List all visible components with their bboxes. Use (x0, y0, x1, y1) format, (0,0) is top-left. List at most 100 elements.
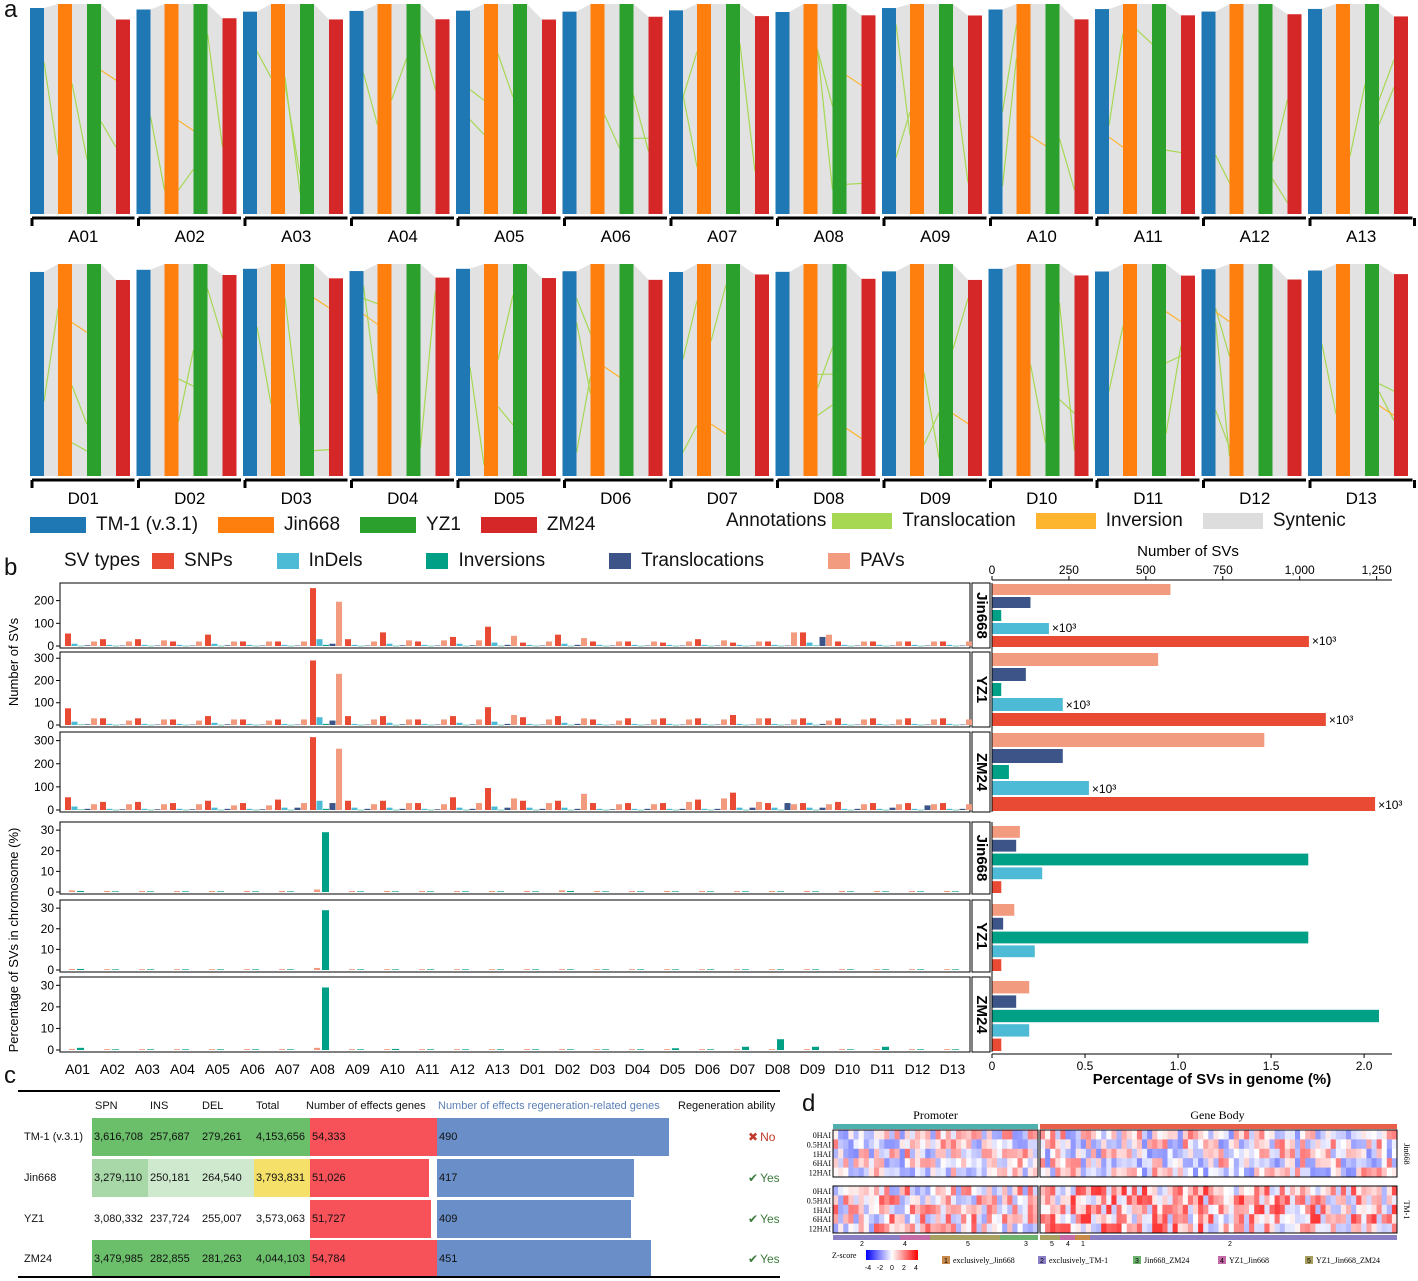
heatmap-cell (1330, 1167, 1337, 1178)
heatmap-cell (971, 1139, 977, 1150)
syntenic-region (633, 264, 649, 476)
bar-snps (905, 718, 911, 725)
bar-others (69, 1048, 75, 1050)
heatmap-cell (904, 1130, 911, 1140)
heatmap-cell (925, 1195, 931, 1206)
heatmap-cell (1381, 1204, 1388, 1215)
bar-others (244, 969, 250, 970)
bar-inversions (78, 724, 84, 726)
promoter-bar (833, 1124, 1038, 1129)
bar-indels (421, 723, 428, 725)
heatmap-cell (1264, 1158, 1270, 1168)
heatmap-cell (894, 1167, 900, 1178)
heatmap-cell (1223, 1204, 1229, 1215)
annotation-legend: Annotations Translocation Inversion Synteni… (726, 510, 1366, 532)
legend-label: ZM24 (546, 514, 596, 535)
heatmap-cell (1315, 1186, 1321, 1196)
syntenic-region (470, 264, 484, 476)
heatmap-cell (1142, 1204, 1148, 1215)
heatmap-cell (1070, 1158, 1076, 1168)
heatmap-cell (1002, 1214, 1008, 1224)
heatmap-cell (1147, 1148, 1153, 1159)
heatmap-cell (935, 1223, 941, 1234)
heatmap-cell (1065, 1214, 1071, 1224)
heatmap-cell (1279, 1186, 1286, 1196)
heatmap-cell (853, 1148, 859, 1159)
chromosome-bar (329, 278, 343, 476)
bar-pavs (826, 804, 832, 810)
heatmap-cell (1050, 1130, 1056, 1140)
heatmap-cell (1254, 1167, 1260, 1178)
panel-label-a: a (4, 0, 18, 23)
hbar-snps (992, 636, 1309, 647)
y-tick-label: 0 (47, 639, 54, 653)
heatmap-cell (1238, 1167, 1245, 1178)
y-tick-label: 10 (41, 942, 55, 956)
hbar-translocations (992, 917, 1004, 930)
heatmap-cell (997, 1186, 1003, 1196)
heatmap-cell (1295, 1186, 1301, 1196)
chromosome-bar (1394, 16, 1408, 214)
bar-pavs (651, 641, 657, 646)
chromosome-bar (1095, 271, 1109, 476)
bar-snps (800, 803, 806, 810)
heatmap-cell (1284, 1148, 1291, 1159)
bar-pavs (931, 719, 937, 725)
chromosome-bar (222, 274, 237, 476)
bar-inversions (357, 969, 364, 970)
heatmap-cell (956, 1195, 962, 1206)
bar-snps (100, 639, 106, 646)
bar-pavs (371, 804, 377, 810)
x-tick-label: D10 (835, 1061, 861, 1077)
heatmap-cell (1022, 1158, 1029, 1168)
heatmap-cell (1182, 1195, 1189, 1206)
bar-pavs (616, 641, 622, 646)
inversion-line (313, 297, 330, 309)
heatmap-cell (899, 1139, 906, 1150)
heatmap-cell (1238, 1223, 1245, 1234)
y-tick-label: 0 (47, 885, 54, 899)
heatmap-cell (925, 1214, 931, 1224)
heatmap-cell (981, 1148, 988, 1159)
bar-pavs (791, 719, 797, 725)
facet-frame (59, 651, 971, 728)
chromosome-label: D01 (68, 489, 99, 508)
heatmap-cell (909, 1139, 916, 1150)
heatmap-cell (1111, 1195, 1117, 1206)
heatmap-cell (1310, 1204, 1316, 1215)
heatmap-cell (1177, 1148, 1184, 1159)
cluster-legend-number: 5 (1307, 1258, 1311, 1265)
heatmap-cell (1203, 1195, 1209, 1206)
x-tick-label: D08 (765, 1061, 791, 1077)
bar-pavs (616, 720, 622, 725)
heatmap-cell (1335, 1223, 1342, 1234)
legend-label: TM-1 (v.3.1) (96, 514, 199, 535)
chromosome-bar (1074, 275, 1089, 476)
heatmap-cell (1177, 1130, 1184, 1140)
effect-genes-bar: 54,333 (310, 1118, 437, 1156)
heatmap-cell (858, 1130, 865, 1140)
heatmap-cell (1269, 1148, 1275, 1159)
chromosome-bar (435, 277, 450, 476)
heatmap-cell (879, 1195, 885, 1206)
bar-inversions (182, 891, 189, 892)
heatmap-cell (879, 1186, 885, 1196)
heatmap-cell (909, 1186, 916, 1196)
heatmap-cell (956, 1158, 962, 1168)
heatmap-cell (915, 1195, 921, 1206)
heatmap-cell (945, 1204, 952, 1215)
heatmap-cell (920, 1167, 926, 1178)
bar-pavs (266, 720, 272, 725)
bar-inversions (742, 969, 749, 970)
chromosome-label: A09 (920, 227, 950, 246)
genome-legend-item: Jin668 (218, 514, 340, 536)
chromosome-bar (1336, 264, 1350, 476)
heatmap-cell (1274, 1204, 1280, 1215)
heatmap-cell (1249, 1214, 1255, 1224)
heatmap-cell (1172, 1195, 1178, 1206)
heatmap-cell (1012, 1195, 1018, 1206)
heatmap-cell (1027, 1223, 1034, 1234)
heatmap-cell (1284, 1214, 1291, 1224)
bar-pavs (161, 719, 167, 725)
heatmap-cell (1193, 1204, 1199, 1215)
